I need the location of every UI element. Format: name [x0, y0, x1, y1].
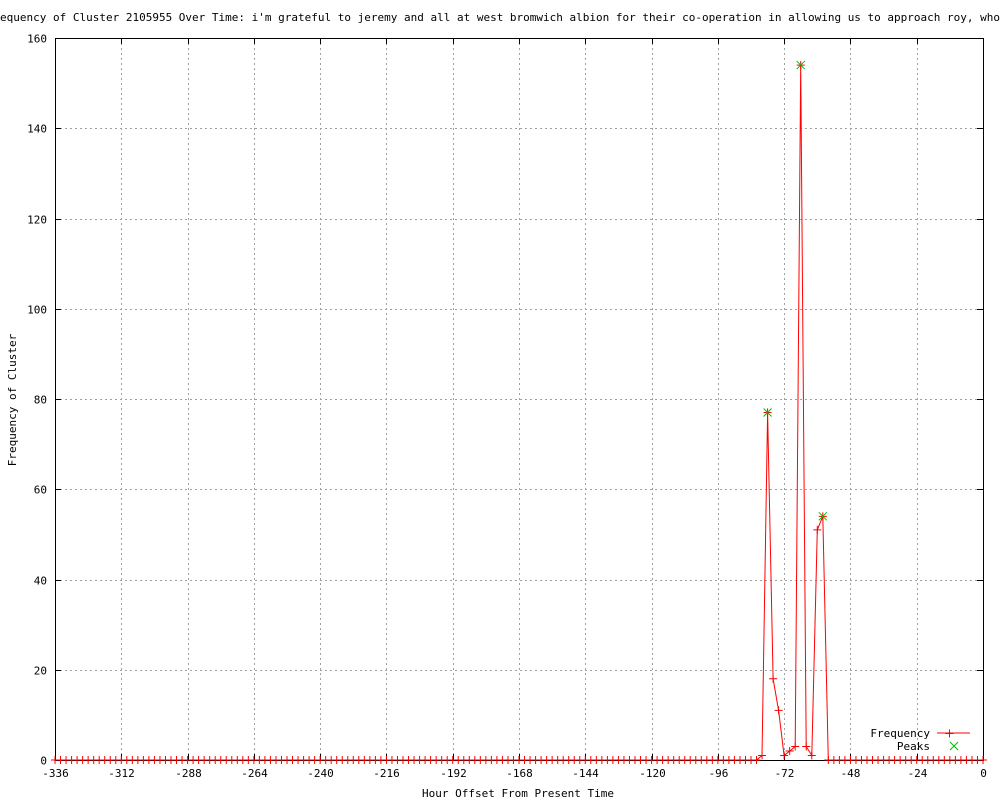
legend-label-peaks: Peaks — [897, 740, 930, 753]
x-axis-label: Hour Offset From Present Time — [422, 787, 614, 800]
peak-point — [763, 408, 772, 417]
x-tick-label: 0 — [980, 767, 987, 780]
frequency-point — [791, 742, 800, 751]
y-tick-label: 140 — [27, 123, 47, 136]
frequency-point — [769, 674, 778, 683]
legend-label-frequency: Frequency — [870, 727, 930, 740]
x-tick-label: -168 — [506, 767, 533, 780]
legend: Frequency Peaks — [870, 727, 970, 753]
x-tick-label: -96 — [709, 767, 729, 780]
x-tick-label: -216 — [373, 767, 400, 780]
x-tick-label: -240 — [307, 767, 334, 780]
frequency-point — [785, 746, 794, 755]
peak-point — [796, 60, 806, 70]
frequency-point — [802, 742, 811, 751]
x-tick-label: -264 — [241, 767, 268, 780]
x-tick-label: -48 — [841, 767, 861, 780]
x-tick-label: -72 — [775, 767, 795, 780]
x-tick-label: -192 — [440, 767, 467, 780]
peak-point — [818, 511, 828, 521]
chart-title: equency of Cluster 2105955 Over Time: i'… — [0, 11, 1000, 24]
y-axis-ticks: 0 20 40 60 80 100 120 140 160 — [27, 33, 983, 768]
y-tick-label: 100 — [27, 304, 47, 317]
x-tick-label: -336 — [42, 767, 69, 780]
y-tick-label: 60 — [34, 484, 47, 497]
frequency-point — [979, 756, 987, 764]
y-axis-label: Frequency of Cluster — [6, 333, 19, 466]
frequency-point — [758, 751, 767, 760]
x-tick-label: -24 — [908, 767, 928, 780]
legend-marker-peaks — [949, 741, 959, 751]
series — [51, 60, 987, 764]
x-tick-label: -288 — [175, 767, 202, 780]
y-tick-label: 20 — [34, 665, 47, 678]
x-axis-ticks: -336 -312 -288 -264 -240 -216 -192 -168 -144 -120… — [42, 38, 987, 780]
frequency-point — [780, 751, 789, 760]
x-tick-label: -144 — [572, 767, 599, 780]
x-tick-label: -120 — [639, 767, 666, 780]
y-tick-label: 0 — [40, 755, 47, 768]
frequency-point — [774, 706, 783, 715]
frequency-point — [813, 525, 822, 534]
y-tick-label: 120 — [27, 214, 47, 227]
y-tick-label: 160 — [27, 33, 47, 46]
grid — [55, 38, 983, 760]
frequency-point — [807, 751, 816, 760]
legend-marker-frequency — [945, 729, 954, 738]
y-tick-label: 40 — [34, 575, 47, 588]
y-tick-label: 80 — [34, 394, 47, 407]
frequency-point — [752, 756, 761, 764]
x-tick-label: -312 — [108, 767, 135, 780]
